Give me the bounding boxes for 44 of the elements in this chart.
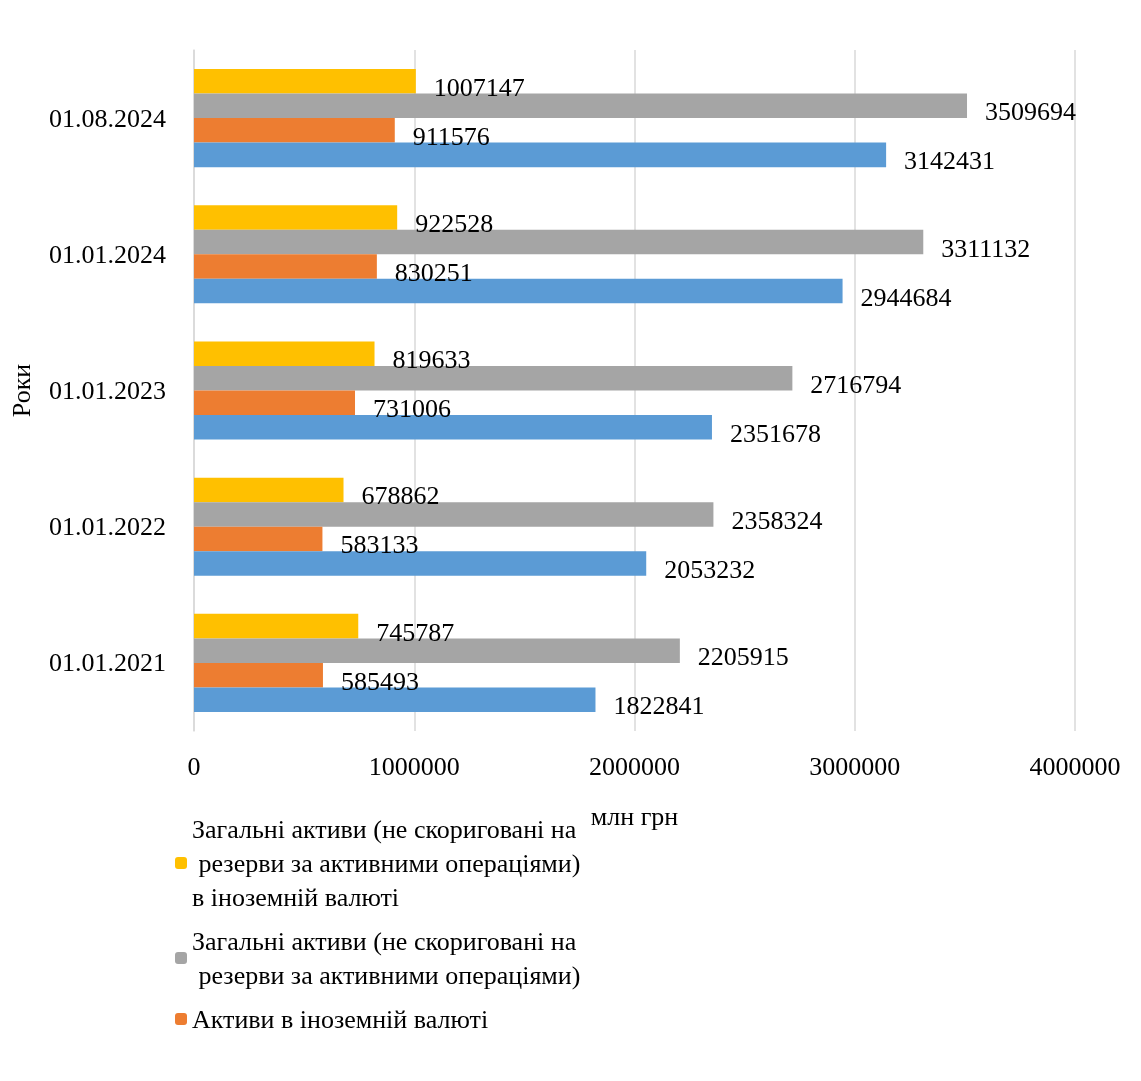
legend-label: Загальні активи (не скориговані на резерви за активними операціями) [192,926,581,990]
data-label: 2205915 [697,642,789,672]
y-tick-label: 01.01.2023 [49,376,166,405]
y-axis-title: Роки [6,363,36,418]
data-label: 2053232 [664,554,756,584]
data-label: 3509694 [985,97,1077,127]
bar [194,477,344,503]
bar [194,205,398,230]
data-label: 1007147 [433,72,525,102]
legend-label: Загальні активи (не скориговані на резерви за активними операціями) в іноземній валюті [192,814,587,912]
data-label: 583133 [340,530,419,560]
bar [194,390,355,416]
x-axis-title: млн грн [590,801,679,831]
data-label: 819633 [392,345,471,375]
y-tick-label: 01.01.2022 [49,512,166,542]
x-tick-label: 3000000 [809,751,901,781]
bar [194,118,395,143]
x-tick-label: 4000000 [1029,751,1121,781]
x-tick-label: 1000000 [368,751,460,781]
data-label: 2351678 [729,418,821,448]
bar [194,526,323,552]
x-tick-label: 0 [187,751,201,781]
data-label: 1822841 [613,691,705,721]
bar [194,613,359,639]
bar [194,69,416,94]
data-label: 3142431 [904,146,996,176]
data-label: 2358324 [731,505,823,535]
bar [194,551,647,576]
y-tick-label: 01.08.2024 [49,103,166,133]
legend-label: Активи в іноземній валюті [192,1004,489,1034]
data-label: 2716794 [810,369,902,399]
data-label: 678862 [361,481,440,511]
y-tick-label: 01.01.2021 [49,648,166,678]
data-label: 922528 [415,209,494,239]
bar [194,341,375,366]
bar [194,662,323,688]
y-tick-label: 01.01.2024 [49,239,166,269]
data-label: 2944684 [860,282,952,312]
data-label: 3311132 [941,233,1031,263]
bar [194,415,712,440]
data-label: 745787 [376,617,455,647]
x-tick-label: 2000000 [589,751,680,781]
bar [194,254,377,279]
bar [194,502,714,527]
